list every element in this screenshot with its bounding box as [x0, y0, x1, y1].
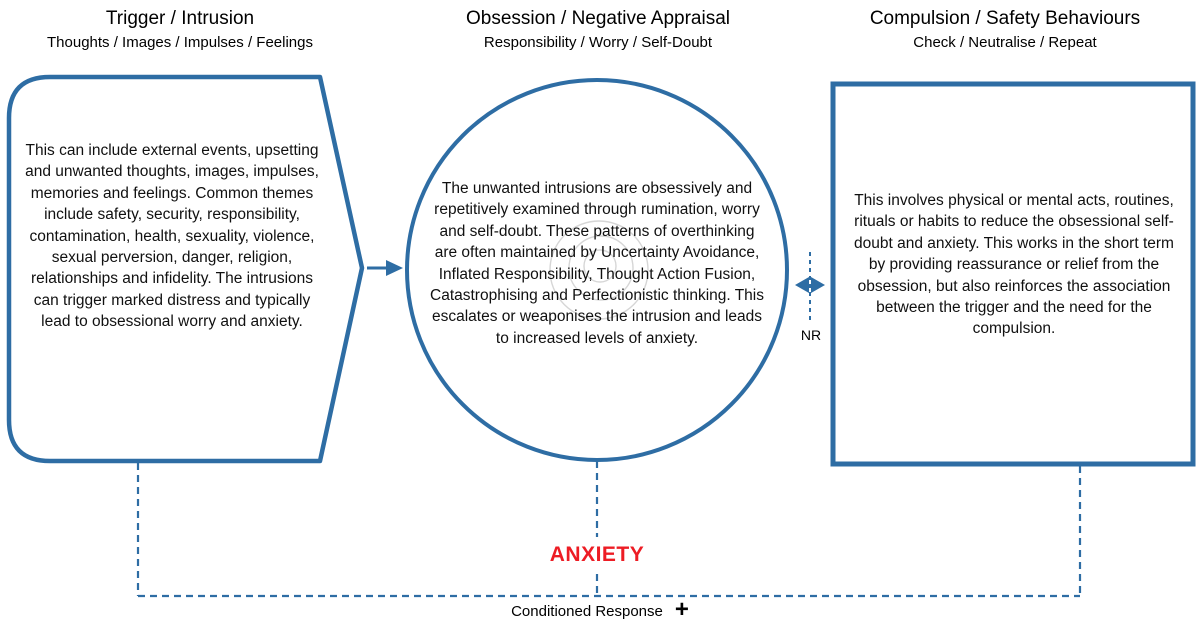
obsession-to-compulsion-double-arrow-icon: [795, 252, 825, 322]
plus-label: +: [674, 596, 689, 623]
obsession-title: Obsession / Negative Appraisal: [465, 8, 731, 29]
trigger-body-text: This can include external events, upsett…: [25, 142, 319, 330]
obsession-subtitle: Responsibility / Worry / Self-Doubt: [483, 33, 713, 51]
trigger-subtitle: Thoughts / Images / Impulses / Feelings: [47, 33, 313, 51]
compulsion-title: Compulsion / Safety Behaviours: [869, 8, 1141, 29]
trigger-title: Trigger / Intrusion: [105, 8, 255, 29]
trigger-header: Trigger / Intrusion Thoughts / Images / …: [0, 7, 360, 51]
obsession-circle: [405, 78, 789, 462]
compulsion-subtitle: Check / Neutralise / Repeat: [913, 33, 1097, 51]
compulsion-header: Compulsion / Safety Behaviours Check / N…: [810, 7, 1200, 51]
compulsion-body-text: This involves physical or mental acts, r…: [854, 192, 1174, 338]
nr-label: NR: [800, 327, 822, 343]
conditioned-response-label: Conditioned Response: [511, 603, 663, 620]
conditioned-response-row: Conditioned Response +: [420, 596, 780, 623]
trigger-shape: [6, 74, 365, 464]
anxiety-label: ANXIETY: [549, 543, 645, 566]
trigger-to-obsession-arrow-icon: [367, 260, 403, 276]
obsession-header: Obsession / Negative Appraisal Responsib…: [398, 7, 798, 51]
obsession-body-text: The unwanted intrusions are obsessively …: [430, 180, 764, 347]
compulsion-box: [830, 81, 1196, 467]
spiral-watermark-icon: [549, 220, 649, 320]
